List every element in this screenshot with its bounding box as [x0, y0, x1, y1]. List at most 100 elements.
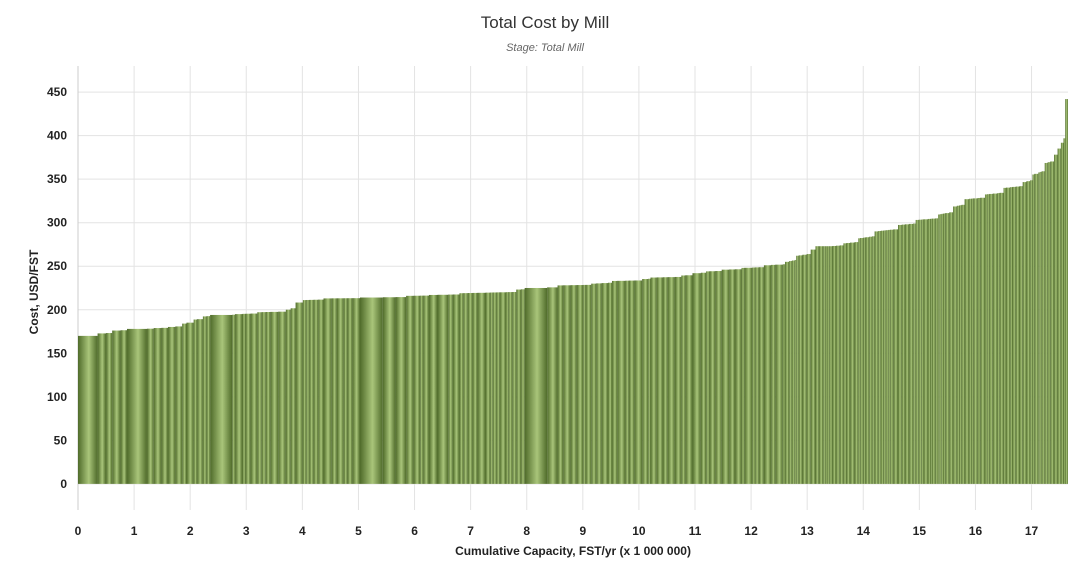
- x-tick-label: 5: [355, 524, 362, 538]
- cost-bar: [913, 223, 916, 484]
- cost-bar: [106, 333, 113, 484]
- cost-bar: [943, 213, 946, 484]
- cost-bar: [406, 295, 414, 484]
- cost-bar: [973, 198, 978, 484]
- cost-bar: [318, 299, 324, 484]
- y-tick-label: 100: [47, 390, 67, 404]
- cost-bar: [865, 237, 870, 484]
- cost-bar: [980, 197, 985, 484]
- cost-bar: [625, 280, 629, 484]
- cost-bar: [648, 278, 651, 484]
- x-tick-label: 6: [411, 524, 418, 538]
- cost-bar: [810, 249, 816, 484]
- cost-bar: [863, 237, 866, 484]
- cost-bar: [992, 193, 998, 484]
- cost-bar: [721, 269, 730, 484]
- cost-bar: [557, 285, 564, 484]
- cost-bar: [872, 236, 875, 484]
- cost-bar: [959, 205, 962, 484]
- cost-bar: [175, 326, 183, 484]
- cost-bar: [706, 271, 710, 484]
- cost-bar: [1015, 186, 1020, 484]
- cost-bar: [563, 285, 571, 484]
- x-tick-label: 15: [913, 524, 927, 538]
- cost-bar: [617, 280, 626, 484]
- cost-bar: [823, 246, 826, 484]
- cost-bar: [729, 269, 736, 484]
- cost-bar: [964, 199, 970, 484]
- cost-bar: [674, 276, 682, 484]
- cost-bar: [576, 285, 584, 484]
- cost-bar: [987, 194, 990, 484]
- cost-bar: [806, 254, 811, 484]
- cost-bar: [999, 192, 1004, 484]
- cost-bar: [802, 254, 807, 484]
- cost-bar: [359, 297, 383, 484]
- cost-bar: [709, 271, 716, 484]
- cost-bar: [245, 313, 251, 484]
- cost-bar: [583, 284, 586, 484]
- cost-bar: [524, 287, 548, 484]
- cost-bar: [1044, 162, 1048, 484]
- cost-bar: [961, 204, 965, 484]
- cost-bar: [499, 292, 506, 484]
- cost-bar: [485, 292, 491, 484]
- cost-bar: [858, 238, 861, 484]
- cost-bar: [250, 313, 258, 484]
- cost-bar: [477, 292, 486, 484]
- cost-bar: [467, 293, 473, 484]
- cost-bar: [836, 245, 840, 484]
- cost-bar: [956, 205, 960, 484]
- cost-bar: [1039, 171, 1042, 484]
- cost-bar: [909, 223, 914, 484]
- cost-bar: [923, 219, 928, 484]
- cost-bar: [1010, 187, 1013, 484]
- cost-bar: [700, 272, 707, 484]
- cost-bar: [888, 229, 891, 484]
- cost-bar: [1054, 154, 1058, 484]
- x-axis-ticks: 0 1 2 3 4 5 6 7 8 9 10 11 12 13 14 15 16 17: [75, 524, 1039, 538]
- cost-bar: [939, 214, 942, 484]
- cost-bar: [161, 327, 169, 484]
- cost-bar: [420, 295, 424, 484]
- cost-bar: [331, 298, 337, 484]
- cost-bar: [1032, 174, 1035, 484]
- cost-bar: [232, 314, 236, 484]
- y-tick-label: 150: [47, 346, 67, 360]
- cost-bar: [977, 197, 981, 484]
- cost-bar: [601, 283, 608, 484]
- cost-bar: [798, 255, 803, 484]
- cost-bar: [1019, 186, 1023, 484]
- x-axis-label: Cumulative Capacity, FST/yr (x 1 000 000…: [455, 544, 691, 558]
- cost-bar: [984, 194, 988, 484]
- cost-bar: [78, 335, 98, 484]
- cost-bar: [1041, 171, 1045, 484]
- x-tick-label: 0: [75, 524, 82, 538]
- cost-bar: [650, 277, 657, 484]
- cost-bar: [278, 311, 286, 484]
- cost-bar: [120, 330, 128, 484]
- cost-bar: [459, 293, 464, 484]
- cost-bar: [949, 212, 954, 484]
- cost-bar: [570, 285, 577, 484]
- cost-bar: [789, 261, 792, 484]
- cost-bar: [775, 264, 783, 484]
- cost-bar: [395, 297, 407, 484]
- y-tick-label: 50: [54, 433, 68, 447]
- cost-bar: [591, 283, 597, 484]
- cost-bar: [874, 231, 879, 484]
- cost-bar: [302, 300, 307, 484]
- cost-bar: [918, 219, 922, 484]
- cost-bar: [1026, 181, 1031, 484]
- cost-bar: [755, 267, 759, 484]
- cost-bar: [336, 298, 344, 484]
- cost-bar: [785, 261, 790, 484]
- cost-bar: [210, 314, 233, 484]
- cost-bar: [382, 297, 396, 484]
- cost-bar: [667, 277, 675, 484]
- cost-bar: [270, 311, 279, 484]
- cost-bar: [146, 328, 154, 484]
- cost-bar: [915, 219, 919, 484]
- cost-bar: [938, 214, 940, 484]
